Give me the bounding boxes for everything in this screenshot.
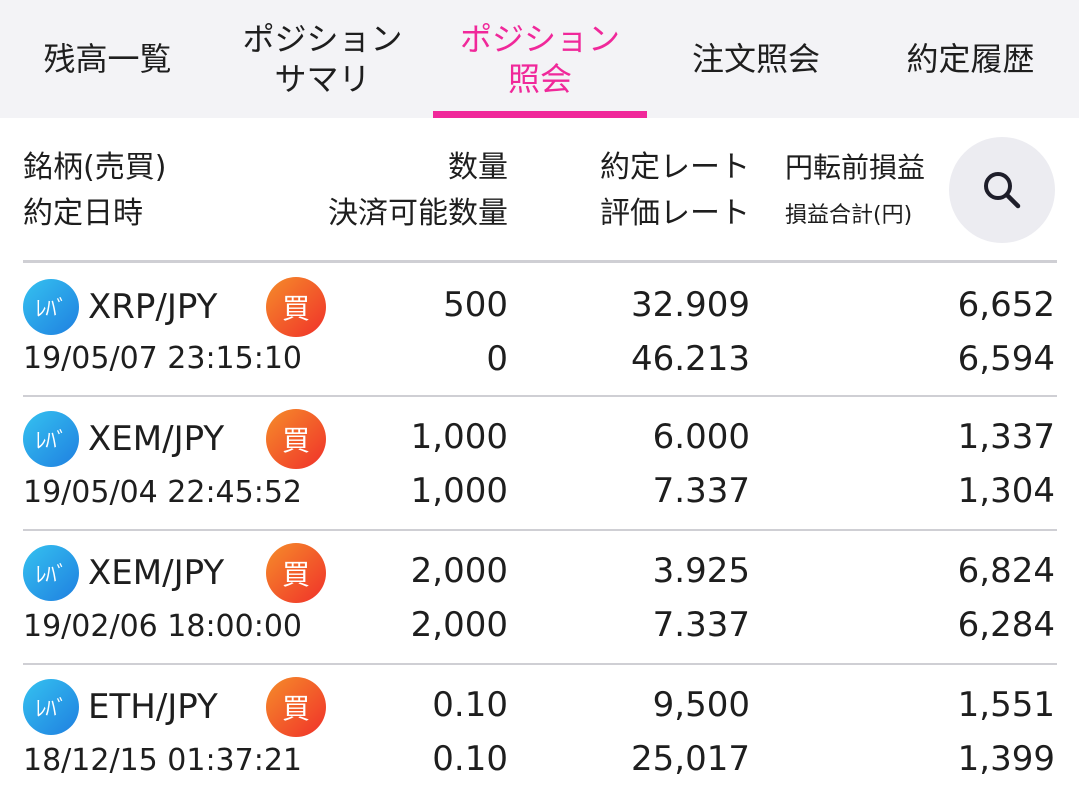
- position-row[interactable]: ﾚﾊﾞ XEM/JPY 買 19/02/06 18:00:00 2,000 2,…: [0, 531, 1079, 663]
- search-button[interactable]: [949, 137, 1055, 243]
- pnl-total-value: 6,284: [957, 605, 1055, 645]
- execution-date: 19/05/04 22:45:52: [23, 475, 303, 510]
- pair-label: XEM/JPY: [88, 553, 225, 593]
- eval-rate-header: 評価レート: [600, 196, 750, 231]
- pnl-total-value: 1,399: [957, 739, 1055, 779]
- leverage-badge: ﾚﾊﾞ: [23, 411, 79, 467]
- quantity: 2,000: [410, 551, 508, 591]
- row-divider: [23, 663, 1057, 665]
- pnl-total-header: 損益合計(円): [785, 203, 913, 228]
- settleable-qty-header: 決済可能数量: [328, 196, 508, 231]
- pair-label: XEM/JPY: [88, 419, 225, 459]
- column-header: [0, 118, 1079, 260]
- quantity: 1,000: [410, 417, 508, 457]
- execution-rate: 6.000: [652, 417, 750, 457]
- tab-position-inquiry[interactable]: ポジション 照会: [459, 20, 620, 98]
- qty-header: 数量: [448, 150, 508, 185]
- pnl-value: 1,551: [957, 685, 1055, 725]
- leverage-badge: ﾚﾊﾞ: [23, 279, 79, 335]
- row-divider: [23, 529, 1057, 531]
- tab-position-summary[interactable]: ポジション サマリ: [242, 20, 403, 98]
- leverage-badge: ﾚﾊﾞ: [23, 545, 79, 601]
- pnl-value: 6,652: [957, 285, 1055, 325]
- pnl-value: 1,337: [957, 417, 1055, 457]
- settleable-quantity: 0.10: [432, 739, 508, 779]
- buy-badge: 買: [266, 277, 326, 337]
- execution-date: 19/05/07 23:15:10: [23, 341, 303, 376]
- evaluation-rate: 46.213: [631, 339, 750, 379]
- pnl-total-value: 6,594: [957, 339, 1055, 379]
- date-header: 約定日時: [23, 196, 143, 231]
- pair-label: XRP/JPY: [88, 287, 218, 327]
- pnl-header: 円転前損益: [785, 151, 926, 184]
- header-divider: [23, 260, 1057, 263]
- tab-bar: 残高一覧 ポジション サマリ ポジション 照会 注文照会 約定履歴: [0, 0, 1079, 118]
- position-row[interactable]: ﾚﾊﾞ XEM/JPY 買 19/05/04 22:45:52 1,000 1,…: [0, 397, 1079, 529]
- position-row[interactable]: ﾚﾊﾞ ETH/JPY 買 18/12/15 01:37:21 0.10 0.1…: [0, 665, 1079, 797]
- settleable-quantity: 1,000: [410, 471, 508, 511]
- tab-balance-list[interactable]: 残高一覧: [43, 40, 172, 78]
- position-row[interactable]: ﾚﾊﾞ XRP/JPY 買 19/05/07 23:15:10 500 0 32…: [0, 263, 1079, 395]
- rate-header: 約定レート: [600, 150, 750, 185]
- evaluation-rate: 7.337: [652, 605, 750, 645]
- quantity: 500: [443, 285, 508, 325]
- quantity: 0.10: [432, 685, 508, 725]
- symbol-header: 銘柄(売買): [23, 150, 167, 185]
- settleable-quantity: 0: [486, 339, 508, 379]
- pnl-total-value: 1,304: [957, 471, 1055, 511]
- evaluation-rate: 7.337: [652, 471, 750, 511]
- pnl-value: 6,824: [957, 551, 1055, 591]
- buy-badge: 買: [266, 543, 326, 603]
- settleable-quantity: 2,000: [410, 605, 508, 645]
- execution-rate: 32.909: [631, 285, 750, 325]
- leverage-badge: ﾚﾊﾞ: [23, 679, 79, 735]
- execution-rate: 3.925: [652, 551, 750, 591]
- tab-order-inquiry[interactable]: 注文照会: [691, 40, 820, 78]
- active-tab-indicator: [433, 111, 647, 118]
- buy-badge: 買: [266, 409, 326, 469]
- evaluation-rate: 25,017: [631, 739, 750, 779]
- search-icon: [984, 172, 1021, 209]
- execution-date: 19/02/06 18:00:00: [23, 609, 303, 644]
- execution-rate: 9,500: [652, 685, 750, 725]
- pair-label: ETH/JPY: [88, 687, 218, 727]
- tab-execution-history[interactable]: 約定履歴: [906, 40, 1035, 78]
- row-divider: [23, 395, 1057, 397]
- execution-date: 18/12/15 01:37:21: [23, 743, 303, 778]
- buy-badge: 買: [266, 677, 326, 737]
